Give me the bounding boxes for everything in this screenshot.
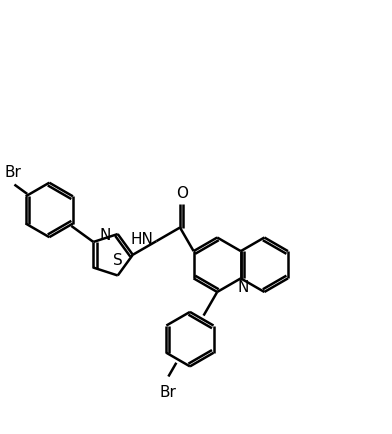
- Text: Br: Br: [5, 164, 22, 180]
- Text: HN: HN: [131, 232, 154, 247]
- Text: O: O: [176, 185, 188, 200]
- Text: Br: Br: [160, 384, 177, 399]
- Text: N: N: [100, 227, 111, 242]
- Text: N: N: [238, 279, 249, 294]
- Text: S: S: [113, 253, 123, 267]
